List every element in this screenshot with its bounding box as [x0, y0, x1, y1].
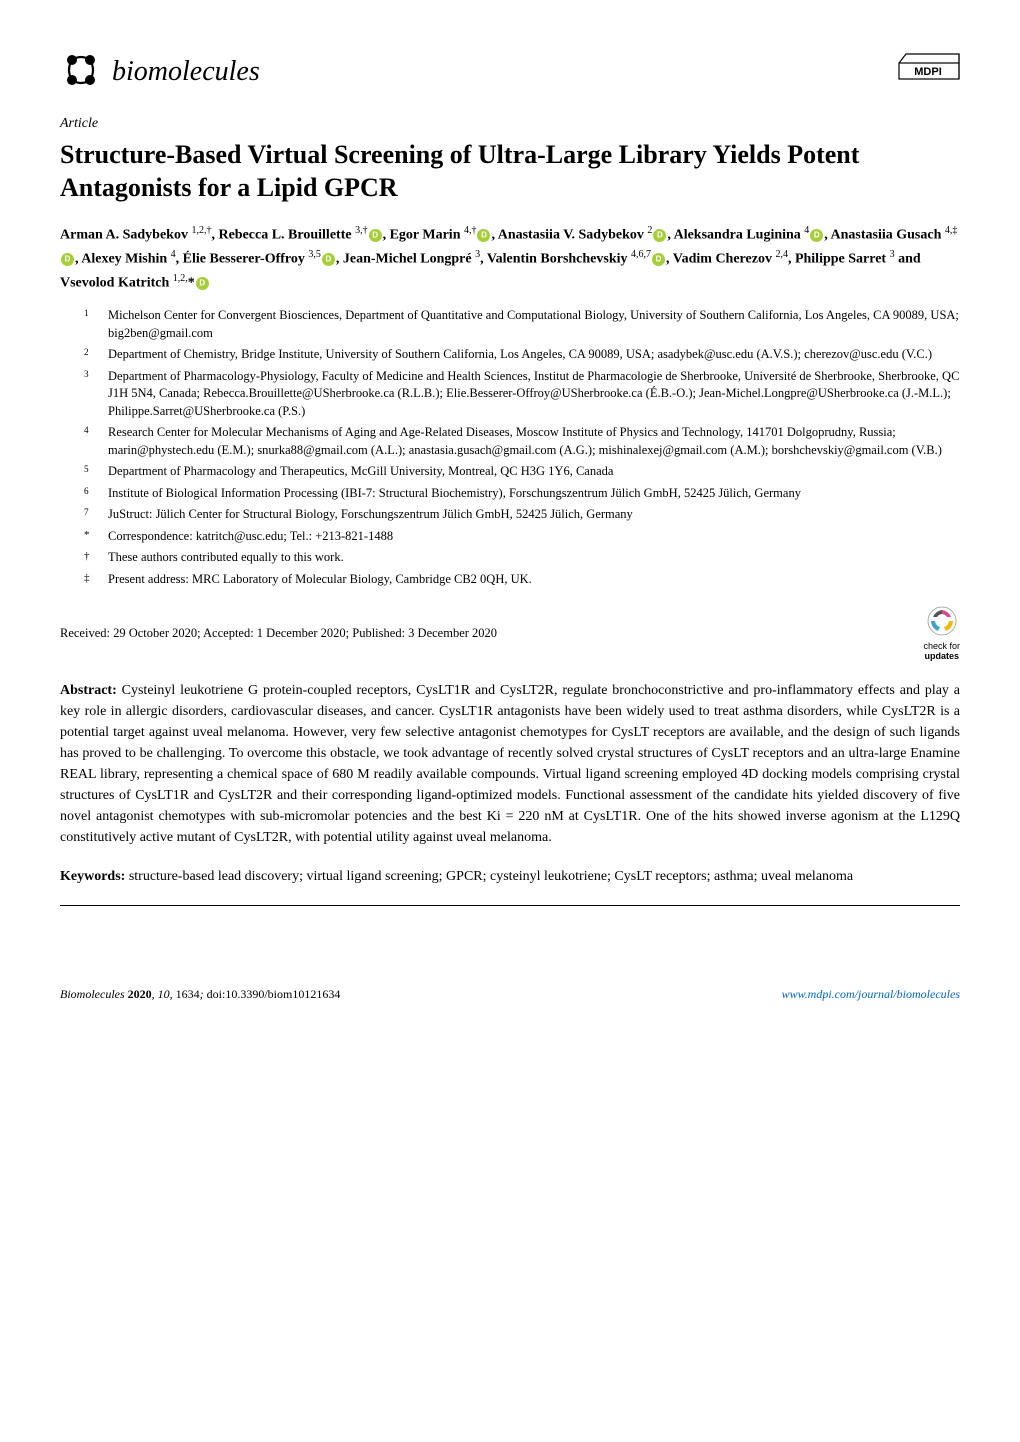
affiliation-marker: ‡ — [84, 571, 90, 586]
affiliation-marker: 2 — [84, 346, 89, 365]
mdpi-logo: MDPI — [898, 51, 960, 94]
article-type: Article — [60, 114, 960, 134]
affiliation-text: Present address: MRC Laboratory of Molec… — [108, 572, 532, 586]
affiliation-text: These authors contributed equally to thi… — [108, 550, 344, 564]
affiliation: ‡Present address: MRC Laboratory of Mole… — [108, 571, 960, 589]
affiliation-text: Correspondence: katritch@usc.edu; Tel.: … — [108, 529, 393, 543]
biomolecules-icon — [60, 50, 104, 94]
affiliation-text: Research Center for Molecular Mechanisms… — [108, 425, 942, 457]
dates-row: Received: 29 October 2020; Accepted: 1 D… — [60, 606, 960, 661]
footer-url[interactable]: www.mdpi.com/journal/biomolecules — [782, 986, 960, 1003]
check-updates-icon — [927, 606, 957, 636]
abstract-label: Abstract: — [60, 683, 117, 698]
affiliation-marker: 6 — [84, 485, 89, 504]
affiliation: 7JuStruct: Jülich Center for Structural … — [108, 506, 960, 524]
affiliation-text: JuStruct: Jülich Center for Structural B… — [108, 507, 633, 521]
footer-citation: Biomolecules 2020, 10, 1634; doi:10.3390… — [60, 986, 340, 1003]
check-updates-badge[interactable]: check forupdates — [923, 606, 960, 661]
affiliation: 4Research Center for Molecular Mechanism… — [108, 424, 960, 459]
affiliation: 6Institute of Biological Information Pro… — [108, 485, 960, 503]
divider — [60, 905, 960, 906]
header-row: biomolecules MDPI — [60, 50, 960, 94]
journal-name: biomolecules — [112, 52, 260, 91]
affiliation-text: Department of Pharmacology and Therapeut… — [108, 464, 613, 478]
keywords-text: structure-based lead discovery; virtual … — [129, 869, 853, 884]
abstract-text: Cysteinyl leukotriene G protein-coupled … — [60, 683, 960, 845]
affiliation-marker: 5 — [84, 463, 89, 482]
journal-logo: biomolecules — [60, 50, 260, 94]
affiliation: 1Michelson Center for Convergent Bioscie… — [108, 307, 960, 342]
abstract: Abstract: Cysteinyl leukotriene G protei… — [60, 680, 960, 848]
affiliation: *Correspondence: katritch@usc.edu; Tel.:… — [108, 528, 960, 546]
article-title: Structure-Based Virtual Screening of Ult… — [60, 138, 960, 206]
affiliation-marker: 3 — [84, 368, 89, 387]
keywords-label: Keywords: — [60, 869, 125, 884]
svg-text:MDPI: MDPI — [914, 66, 942, 78]
affiliation-text: Institute of Biological Information Proc… — [108, 486, 801, 500]
affiliation-marker: † — [84, 549, 90, 564]
affiliation: 5Department of Pharmacology and Therapeu… — [108, 463, 960, 481]
affiliations-list: 1 Michelson Center for Convergent Bioscie… — [60, 307, 960, 588]
affiliation-text: Michelson Center for Convergent Bioscien… — [108, 308, 959, 340]
keywords: Keywords: structure-based lead discovery… — [60, 866, 960, 887]
check-updates-text: check forupdates — [923, 642, 960, 662]
authors-list: Arman A. Sadybekov 1,2,†, Rebecca L. Bro… — [60, 223, 960, 295]
affiliation-marker: * — [84, 528, 90, 543]
affiliation: †These authors contributed equally to th… — [108, 549, 960, 567]
affiliation: 3Department of Pharmacology-Physiology, … — [108, 368, 960, 421]
affiliation: 2Department of Chemistry, Bridge Institu… — [108, 346, 960, 364]
affiliation-marker: 4 — [84, 424, 89, 443]
affiliation-text: Department of Chemistry, Bridge Institut… — [108, 347, 932, 361]
affiliation-marker: 1 — [84, 307, 89, 326]
journal-link[interactable]: www.mdpi.com/journal/biomolecules — [782, 987, 960, 1001]
footer: Biomolecules 2020, 10, 1634; doi:10.3390… — [60, 986, 960, 1003]
publication-dates: Received: 29 October 2020; Accepted: 1 D… — [60, 625, 497, 643]
affiliation-text: Department of Pharmacology-Physiology, F… — [108, 369, 959, 418]
affiliation-marker: 7 — [84, 506, 89, 525]
